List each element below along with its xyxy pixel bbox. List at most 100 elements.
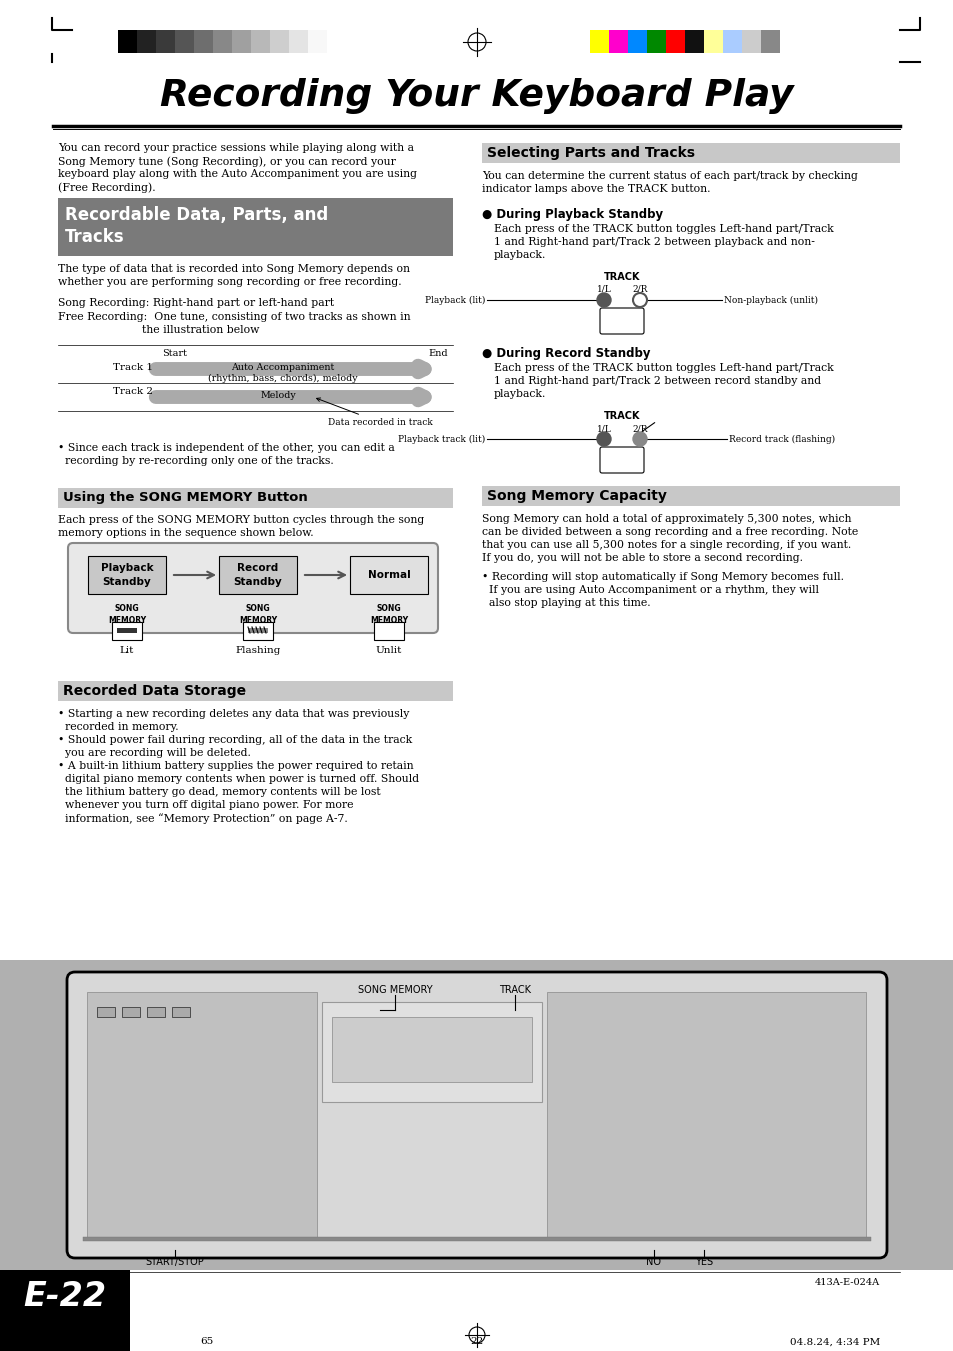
Bar xyxy=(308,30,327,53)
Text: You can record your practice sessions while playing along with a: You can record your practice sessions wh… xyxy=(58,143,414,153)
Text: SONG
MEMORY: SONG MEMORY xyxy=(370,604,408,624)
Text: TRACK: TRACK xyxy=(603,411,639,422)
Text: indicator lamps above the TRACK button.: indicator lamps above the TRACK button. xyxy=(481,184,710,195)
Bar xyxy=(213,30,232,53)
FancyBboxPatch shape xyxy=(67,971,886,1258)
Text: • A built-in lithium battery supplies the power required to retain: • A built-in lithium battery supplies th… xyxy=(58,761,414,771)
Text: 22: 22 xyxy=(470,1337,483,1347)
Text: • Recording will stop automatically if Song Memory becomes full.: • Recording will stop automatically if S… xyxy=(481,571,843,582)
Text: 1/L: 1/L xyxy=(596,285,611,295)
Text: ● During Playback Standby: ● During Playback Standby xyxy=(481,208,662,222)
Text: keyboard play along with the Auto Accompaniment you are using: keyboard play along with the Auto Accomp… xyxy=(58,169,416,178)
Text: the illustration below: the illustration below xyxy=(58,326,259,335)
Text: recording by re-recording only one of the tracks.: recording by re-recording only one of th… xyxy=(58,457,334,466)
Text: Record track (flashing): Record track (flashing) xyxy=(728,435,834,443)
Bar xyxy=(0,961,953,1270)
Text: • Should power fail during recording, all of the data in the track: • Should power fail during recording, al… xyxy=(58,735,412,744)
Text: You can determine the current status of each part/track by checking: You can determine the current status of … xyxy=(481,172,857,181)
Text: The type of data that is recorded into Song Memory depends on: The type of data that is recorded into S… xyxy=(58,263,410,274)
Text: Unlit: Unlit xyxy=(375,646,402,655)
Text: Recordable Data, Parts, and: Recordable Data, Parts, and xyxy=(65,205,328,224)
Text: Recorded Data Storage: Recorded Data Storage xyxy=(63,684,246,698)
Bar xyxy=(350,557,428,594)
Text: 04.8.24, 4:34 PM: 04.8.24, 4:34 PM xyxy=(789,1337,879,1347)
Bar xyxy=(232,30,251,53)
Text: If you do, you will not be able to store a second recording.: If you do, you will not be able to store… xyxy=(481,553,802,563)
Text: Playback track (lit): Playback track (lit) xyxy=(397,435,484,443)
Text: 1 and Right-hand part/Track 2 between record standby and: 1 and Right-hand part/Track 2 between re… xyxy=(494,376,821,386)
Bar xyxy=(760,30,780,53)
Text: playback.: playback. xyxy=(494,389,546,399)
Text: Normal: Normal xyxy=(367,570,410,580)
Bar xyxy=(741,30,760,53)
Text: End: End xyxy=(428,349,447,358)
Text: digital piano memory contents when power is turned off. Should: digital piano memory contents when power… xyxy=(58,774,418,784)
Text: that you can use all 5,300 notes for a single recording, if you want.: that you can use all 5,300 notes for a s… xyxy=(481,540,850,550)
Bar xyxy=(193,30,213,53)
Text: 2/R: 2/R xyxy=(632,424,647,434)
Bar xyxy=(97,1006,115,1017)
Text: TRACK: TRACK xyxy=(498,985,531,994)
Bar xyxy=(243,621,273,640)
Circle shape xyxy=(597,293,610,307)
Text: START/STOP: START/STOP xyxy=(146,1256,204,1267)
Bar xyxy=(58,199,453,255)
Text: also stop playing at this time.: also stop playing at this time. xyxy=(481,598,650,608)
Text: Each press of the TRACK button toggles Left-hand part/Track: Each press of the TRACK button toggles L… xyxy=(494,224,833,234)
FancyBboxPatch shape xyxy=(68,543,437,634)
Bar xyxy=(88,557,166,594)
Bar xyxy=(270,30,289,53)
Bar xyxy=(589,30,608,53)
Bar xyxy=(122,1006,140,1017)
Text: Lit: Lit xyxy=(120,646,134,655)
Text: information, see “Memory Protection” on page A-7.: information, see “Memory Protection” on … xyxy=(58,813,348,824)
Text: whether you are performing song recording or free recording.: whether you are performing song recordin… xyxy=(58,277,401,286)
Text: 2/R: 2/R xyxy=(632,285,647,295)
Bar xyxy=(481,486,899,507)
Text: Tracks: Tracks xyxy=(65,228,125,246)
Text: Melody: Melody xyxy=(260,390,295,400)
Text: Playback
Standby: Playback Standby xyxy=(101,563,153,586)
Text: Track 2: Track 2 xyxy=(112,386,152,396)
Text: 413A-E-024A: 413A-E-024A xyxy=(814,1278,879,1288)
Text: recorded in memory.: recorded in memory. xyxy=(58,721,178,732)
Text: NO: NO xyxy=(646,1256,660,1267)
FancyArrowPatch shape xyxy=(155,366,424,373)
Text: Free Recording:  One tune, consisting of two tracks as shown in: Free Recording: One tune, consisting of … xyxy=(58,312,410,322)
Text: the lithium battery go dead, memory contents will be lost: the lithium battery go dead, memory cont… xyxy=(58,788,380,797)
Text: playback.: playback. xyxy=(494,250,546,259)
Text: 1/L: 1/L xyxy=(596,424,611,434)
Text: Selecting Parts and Tracks: Selecting Parts and Tracks xyxy=(486,146,695,159)
Bar xyxy=(58,488,453,508)
Bar xyxy=(289,30,308,53)
Text: you are recording will be deleted.: you are recording will be deleted. xyxy=(58,748,251,758)
Text: If you are using Auto Accompaniment or a rhythm, they will: If you are using Auto Accompaniment or a… xyxy=(481,585,818,594)
Bar xyxy=(219,557,296,594)
Text: • Since each track is independent of the other, you can edit a: • Since each track is independent of the… xyxy=(58,443,395,453)
Bar xyxy=(546,992,865,1238)
Bar xyxy=(147,1006,165,1017)
Bar xyxy=(174,30,193,53)
Text: 65: 65 xyxy=(200,1337,213,1347)
Bar xyxy=(248,628,268,634)
Text: whenever you turn off digital piano power. For more: whenever you turn off digital piano powe… xyxy=(58,800,354,811)
Bar xyxy=(112,621,142,640)
Text: Flashing: Flashing xyxy=(235,646,280,655)
Text: Song Memory Capacity: Song Memory Capacity xyxy=(486,489,666,503)
FancyArrowPatch shape xyxy=(155,393,424,400)
Text: Song Memory tune (Song Recording), or you can record your: Song Memory tune (Song Recording), or yo… xyxy=(58,155,395,166)
Text: can be divided between a song recording and a free recording. Note: can be divided between a song recording … xyxy=(481,527,858,536)
Text: TRACK: TRACK xyxy=(603,272,639,282)
Text: Recording Your Keyboard Play: Recording Your Keyboard Play xyxy=(160,78,793,113)
Text: Each press of the TRACK button toggles Left-hand part/Track: Each press of the TRACK button toggles L… xyxy=(494,363,833,373)
Bar xyxy=(172,1006,190,1017)
Text: memory options in the sequence shown below.: memory options in the sequence shown bel… xyxy=(58,528,314,538)
Text: Record
Standby: Record Standby xyxy=(233,563,282,586)
Bar xyxy=(322,1002,541,1102)
Text: Playback (lit): Playback (lit) xyxy=(424,296,484,304)
Bar xyxy=(608,30,627,53)
Text: 1 and Right-hand part/Track 2 between playback and non-: 1 and Right-hand part/Track 2 between pl… xyxy=(494,236,814,247)
Text: YES: YES xyxy=(694,1256,712,1267)
Bar xyxy=(684,30,703,53)
Text: ● During Record Standby: ● During Record Standby xyxy=(481,347,650,359)
